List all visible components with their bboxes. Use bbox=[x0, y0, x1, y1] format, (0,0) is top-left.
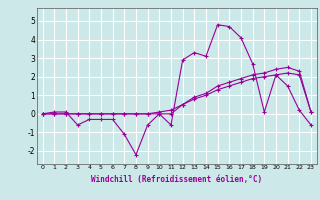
X-axis label: Windchill (Refroidissement éolien,°C): Windchill (Refroidissement éolien,°C) bbox=[91, 175, 262, 184]
